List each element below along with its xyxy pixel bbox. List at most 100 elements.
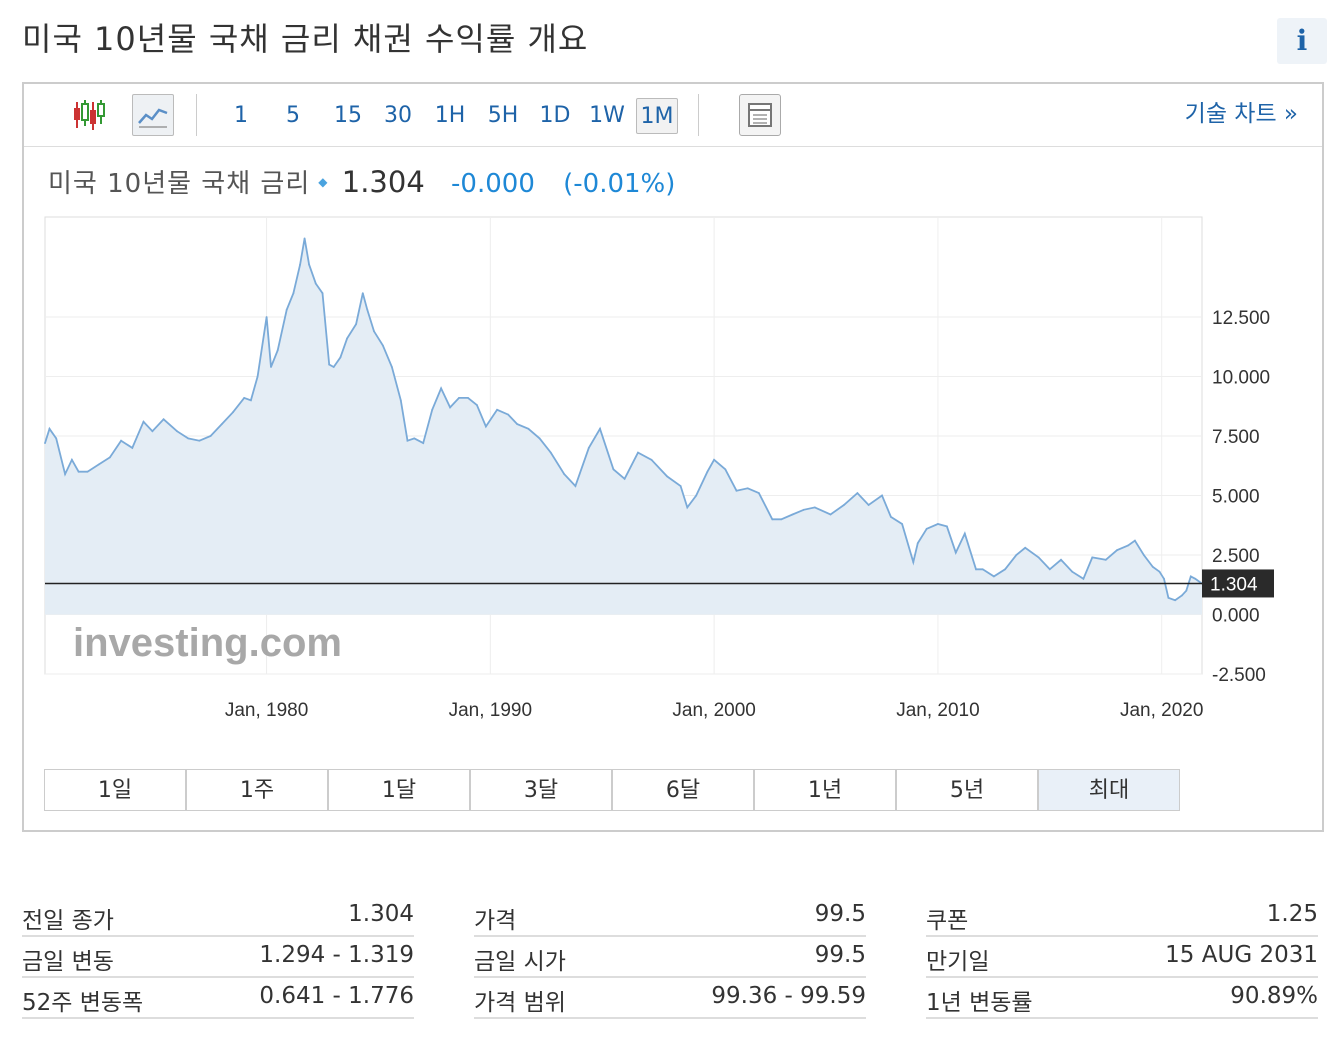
data-point	[243, 397, 246, 399]
info-icon[interactable]: i	[1277, 18, 1327, 64]
range-7[interactable]: 최대	[1038, 769, 1180, 811]
stat-row: 52주 변동폭 0.641 - 1.776	[22, 979, 414, 1019]
price-change: -0.000	[451, 169, 535, 199]
stat-label: 금일 시가	[474, 949, 566, 975]
data-point	[1116, 549, 1118, 552]
y-tick-label: 12.500	[1212, 308, 1270, 329]
stat-value: 99.5	[814, 942, 866, 968]
chart-toolbar: 1 5 15 30 1H 5H 1D 1W 1M 기술 차트 »	[24, 84, 1322, 147]
data-point	[1158, 570, 1161, 573]
data-point	[55, 437, 58, 440]
stat-label: 전일 종가	[22, 908, 114, 934]
current-value-tag	[1202, 569, 1274, 598]
stat-label: 1년 변동률	[926, 990, 1033, 1016]
timeframe-15[interactable]: 15	[334, 103, 362, 128]
data-point	[250, 399, 252, 402]
candlestick-icon[interactable]	[68, 94, 110, 136]
timeframe-30[interactable]: 30	[384, 103, 412, 128]
range-1[interactable]: 1주	[186, 769, 328, 811]
timeframe-1[interactable]: 1	[234, 103, 248, 128]
data-point	[71, 458, 73, 461]
data-point	[746, 487, 749, 490]
data-point	[64, 473, 66, 475]
timeframe-1w[interactable]: 1W	[589, 103, 625, 128]
stat-label: 가격 범위	[474, 990, 566, 1016]
data-point	[686, 506, 689, 509]
data-point	[422, 442, 425, 444]
stat-value: 1.294 - 1.319	[259, 942, 414, 968]
toolbar-separator	[698, 94, 699, 136]
data-point	[399, 399, 402, 402]
table-icon[interactable]	[739, 94, 781, 136]
range-2[interactable]: 1달	[328, 769, 470, 811]
data-point	[265, 316, 268, 318]
quote-header: 미국 10년물 국채 금리 ◆ 1.304 -0.000 (-0.01%)	[48, 164, 675, 200]
price-change-percent: (-0.01%)	[563, 169, 676, 199]
data-point	[695, 494, 698, 497]
data-point	[220, 423, 223, 425]
stat-value: 1.25	[1266, 901, 1318, 927]
timeframe-5[interactable]: 5	[286, 103, 300, 128]
data-point	[516, 423, 519, 425]
timeframe-1m[interactable]: 1M	[636, 98, 678, 134]
data-point	[328, 363, 331, 366]
data-point	[993, 575, 995, 578]
y-tick-label: 10.000	[1212, 367, 1270, 388]
stat-label: 금일 변동	[22, 949, 114, 975]
data-point	[131, 447, 134, 449]
range-0[interactable]: 1일	[44, 769, 186, 811]
data-point	[937, 523, 939, 525]
data-point	[285, 308, 288, 311]
range-4[interactable]: 6달	[612, 769, 754, 811]
price-chart[interactable]: 12.500 10.000 7.500 5.000 2.500 0.000 -2.500 Ja…	[0, 0, 1344, 760]
data-point	[771, 518, 774, 521]
data-point	[954, 551, 957, 554]
data-point	[303, 237, 306, 240]
line-chart-icon[interactable]	[132, 94, 174, 136]
data-point	[270, 366, 272, 368]
data-point	[382, 344, 384, 347]
stat-label: 만기일	[926, 949, 990, 975]
data-point	[599, 427, 601, 430]
data-point	[623, 477, 626, 480]
data-point	[187, 437, 190, 440]
data-point	[406, 439, 409, 442]
data-point	[1194, 577, 1197, 580]
timeframe-5h[interactable]: 5H	[487, 103, 519, 128]
data-point	[1015, 554, 1018, 556]
timeframe-1h[interactable]: 1H	[434, 103, 466, 128]
data-point	[373, 330, 375, 333]
stat-label: 가격	[474, 908, 517, 934]
data-point	[361, 292, 364, 295]
instrument-name: 미국 10년물 국채 금리	[48, 169, 311, 199]
stat-value: 0.641 - 1.776	[259, 983, 414, 1009]
data-point	[346, 337, 348, 340]
data-point	[485, 425, 487, 428]
data-point	[176, 430, 178, 433]
y-tick-label: 0.000	[1212, 605, 1260, 626]
range-6[interactable]: 5년	[896, 769, 1038, 811]
data-point	[276, 349, 279, 352]
chart-panel: 1 5 15 30 1H 5H 1D 1W 1M 기술 차트 » 미국 10년물 국채 금리 ◆ …	[22, 82, 1324, 832]
range-3[interactable]: 3달	[470, 769, 612, 811]
data-point	[77, 470, 80, 473]
data-point	[109, 456, 111, 459]
stat-value: 99.36 - 99.59	[711, 983, 866, 1009]
timeframe-1d[interactable]: 1D	[539, 103, 571, 128]
data-point	[299, 263, 301, 266]
data-point	[758, 492, 760, 494]
data-point	[724, 468, 727, 471]
data-point	[637, 451, 639, 454]
data-point	[963, 532, 966, 535]
data-point	[981, 568, 984, 571]
data-point	[44, 442, 46, 444]
data-point	[449, 406, 451, 409]
data-point	[413, 437, 416, 440]
data-point	[162, 418, 165, 421]
range-5[interactable]: 1년	[754, 769, 896, 811]
data-point	[538, 437, 541, 440]
tech-chart-link[interactable]: 기술 차트 »	[1184, 101, 1298, 127]
data-point	[1071, 570, 1074, 573]
data-point	[713, 458, 715, 461]
stat-value: 99.5	[814, 901, 866, 927]
